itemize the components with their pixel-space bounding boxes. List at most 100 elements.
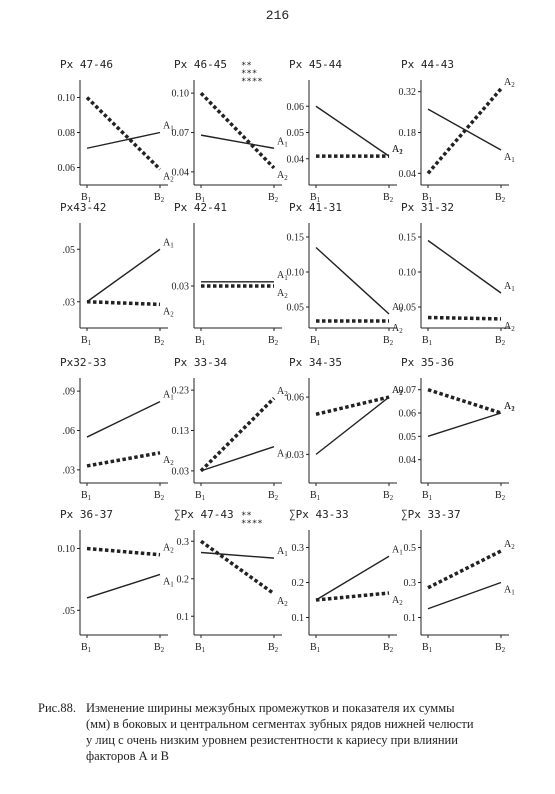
series-label-a1: A1 — [277, 546, 288, 558]
chart-title: Px43-42 — [60, 201, 106, 214]
y-tick-label: 0.08 — [58, 128, 76, 139]
series-label-a2: A2 — [504, 77, 515, 89]
x-tick-label: B2 — [268, 642, 279, 654]
series-line-a1 — [427, 581, 502, 610]
caption-line-1: Изменение ширины межзубных промежутков и… — [86, 701, 455, 715]
caption-line-3: у лиц с очень низким уровнем резистентно… — [86, 733, 458, 747]
x-tick-label: B1 — [310, 192, 321, 204]
y-tick-label: 0.04 — [399, 169, 417, 180]
series-line-a2 — [85, 96, 162, 171]
y-tick-label: 0.03 — [172, 282, 190, 293]
series-line-a1 — [315, 105, 390, 157]
y-tick-label: 0.10 — [399, 268, 417, 279]
x-tick-label: B1 — [195, 490, 206, 502]
y-tick-label: 0.07 — [399, 385, 417, 396]
y-tick-label: .03 — [63, 465, 76, 476]
y-tick-label: 0.05 — [287, 128, 305, 139]
significance-stars: **** — [241, 519, 263, 529]
significance-stars: **** — [241, 77, 263, 87]
chart-title: Px 42-41 — [174, 201, 227, 214]
x-tick-label: B1 — [195, 192, 206, 204]
series-label-a2: A2 — [163, 306, 174, 318]
series-line-a2 — [86, 300, 161, 307]
series-line-a1 — [200, 134, 275, 149]
chart-title: Px 46-45 — [174, 58, 227, 71]
y-tick-label: 0.3 — [404, 578, 417, 589]
y-tick-label: .05 — [63, 245, 76, 256]
y-tick-label: 0.13 — [172, 426, 190, 437]
series-label-a1: A1 — [392, 385, 403, 397]
series-label-a2: A2 — [392, 323, 403, 335]
x-tick-label: B1 — [422, 642, 433, 654]
page-number: 216 — [265, 8, 290, 23]
chart-title: Px 47-46 — [60, 58, 113, 71]
series-line-a2 — [86, 451, 161, 468]
y-tick-label: .03 — [63, 297, 76, 308]
series-label-a2: A2 — [504, 321, 515, 333]
series-line-a2 — [315, 591, 390, 602]
chart-title: Px 45-44 — [289, 58, 342, 71]
series-label-a2: A2 — [277, 386, 288, 398]
series-label-a1: A1 — [392, 302, 403, 314]
chart-title: Px 36-37 — [60, 508, 113, 521]
series-line-a1 — [315, 396, 390, 455]
series-label-a2: A2 — [504, 401, 515, 413]
series-line-a2 — [86, 546, 161, 557]
x-tick-label: B2 — [268, 335, 279, 347]
series-line-a1 — [86, 573, 161, 599]
x-tick-label: B1 — [81, 335, 92, 347]
y-tick-label: 0.10 — [172, 89, 190, 100]
series-line-a1 — [427, 412, 502, 438]
y-tick-label: 0.07 — [172, 128, 190, 139]
series-line-a2 — [427, 315, 502, 321]
y-tick-label: 0.03 — [172, 466, 190, 477]
x-tick-label: B2 — [495, 642, 506, 654]
y-tick-label: 0.23 — [172, 386, 190, 397]
significance-stars: *** — [241, 69, 257, 79]
y-tick-label: 0.3 — [292, 543, 305, 554]
chart-title: Px32-33 — [60, 356, 106, 369]
chart-title: ∑Px 33-37 — [401, 508, 461, 521]
chart-title: Px 41-31 — [289, 201, 342, 214]
x-tick-label: B1 — [310, 490, 321, 502]
x-tick-label: B1 — [81, 490, 92, 502]
y-tick-label: 0.05 — [399, 432, 417, 443]
series-label-a2: A2 — [277, 596, 288, 608]
series-label-a2: A2 — [163, 455, 174, 467]
x-tick-label: B1 — [310, 335, 321, 347]
series-label-a2: A2 — [163, 543, 174, 555]
y-tick-label: 0.05 — [399, 303, 417, 314]
series-label-a1: A1 — [163, 121, 174, 133]
figure-caption: Рис.88. Изменение ширины межзубных промеж… — [38, 700, 538, 764]
x-tick-label: B2 — [495, 490, 506, 502]
y-tick-label: 0.10 — [287, 268, 305, 279]
y-tick-label: 0.10 — [58, 544, 76, 555]
y-tick-label: 0.2 — [292, 578, 305, 589]
x-tick-label: B2 — [268, 490, 279, 502]
x-tick-label: B1 — [310, 642, 321, 654]
caption-label: Рис.88. — [38, 701, 76, 715]
x-tick-label: B1 — [195, 335, 206, 347]
series-label-a2: A2 — [277, 288, 288, 300]
chart-title: Px 44-43 — [401, 58, 454, 71]
y-tick-label: 0.10 — [58, 93, 76, 104]
series-line-a2 — [315, 395, 390, 416]
x-tick-label: B1 — [422, 490, 433, 502]
x-tick-label: B1 — [195, 642, 206, 654]
y-tick-label: 0.15 — [287, 233, 305, 244]
series-line-a1 — [315, 246, 390, 315]
caption-line-4: факторов А и В — [86, 749, 169, 763]
y-tick-label: 0.04 — [287, 154, 305, 165]
series-label-a2: A2 — [392, 595, 403, 607]
series-label-a1: A1 — [504, 401, 515, 413]
y-tick-label: 0.03 — [287, 450, 305, 461]
series-line-a2 — [199, 91, 276, 170]
x-tick-label: B2 — [383, 490, 394, 502]
series-label-a1: A1 — [163, 576, 174, 588]
series-label-a2: A2 — [392, 385, 403, 397]
x-tick-label: B2 — [154, 335, 165, 347]
x-tick-label: B1 — [81, 642, 92, 654]
series-label-a1: A1 — [392, 544, 403, 556]
series-label-a1: A1 — [277, 449, 288, 461]
series-label-a2: A2 — [163, 171, 174, 183]
